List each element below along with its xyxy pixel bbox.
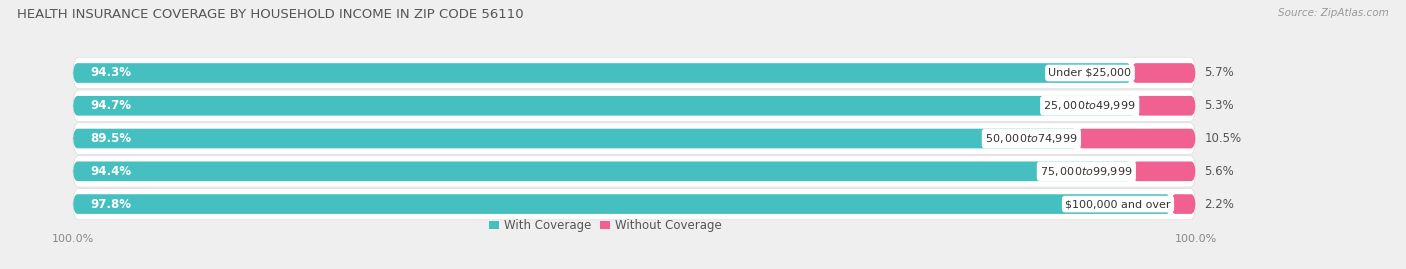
Text: 94.3%: 94.3% [90, 66, 131, 80]
FancyBboxPatch shape [73, 96, 1136, 116]
Text: 97.8%: 97.8% [90, 197, 131, 211]
Text: $25,000 to $49,999: $25,000 to $49,999 [1043, 99, 1136, 112]
Text: 2.2%: 2.2% [1205, 197, 1234, 211]
FancyBboxPatch shape [1136, 96, 1195, 116]
Text: 5.6%: 5.6% [1205, 165, 1234, 178]
FancyBboxPatch shape [73, 57, 1195, 89]
Text: 5.3%: 5.3% [1205, 99, 1234, 112]
FancyBboxPatch shape [73, 123, 1195, 154]
Text: 89.5%: 89.5% [90, 132, 131, 145]
FancyBboxPatch shape [73, 188, 1195, 220]
Text: HEALTH INSURANCE COVERAGE BY HOUSEHOLD INCOME IN ZIP CODE 56110: HEALTH INSURANCE COVERAGE BY HOUSEHOLD I… [17, 8, 523, 21]
Text: $100,000 and over: $100,000 and over [1066, 199, 1171, 209]
FancyBboxPatch shape [73, 161, 1133, 181]
FancyBboxPatch shape [1171, 194, 1195, 214]
Text: 94.7%: 94.7% [90, 99, 131, 112]
FancyBboxPatch shape [73, 63, 1132, 83]
Text: $50,000 to $74,999: $50,000 to $74,999 [986, 132, 1077, 145]
Text: Source: ZipAtlas.com: Source: ZipAtlas.com [1278, 8, 1389, 18]
FancyBboxPatch shape [1077, 129, 1195, 148]
Text: 10.5%: 10.5% [1205, 132, 1241, 145]
Text: $75,000 to $99,999: $75,000 to $99,999 [1040, 165, 1133, 178]
Text: Under $25,000: Under $25,000 [1049, 68, 1132, 78]
Text: 5.7%: 5.7% [1205, 66, 1234, 80]
Text: 94.4%: 94.4% [90, 165, 131, 178]
FancyBboxPatch shape [1132, 63, 1195, 83]
FancyBboxPatch shape [73, 194, 1171, 214]
FancyBboxPatch shape [73, 129, 1077, 148]
FancyBboxPatch shape [1133, 161, 1195, 181]
Legend: With Coverage, Without Coverage: With Coverage, Without Coverage [485, 215, 725, 237]
FancyBboxPatch shape [73, 90, 1195, 122]
FancyBboxPatch shape [73, 155, 1195, 187]
